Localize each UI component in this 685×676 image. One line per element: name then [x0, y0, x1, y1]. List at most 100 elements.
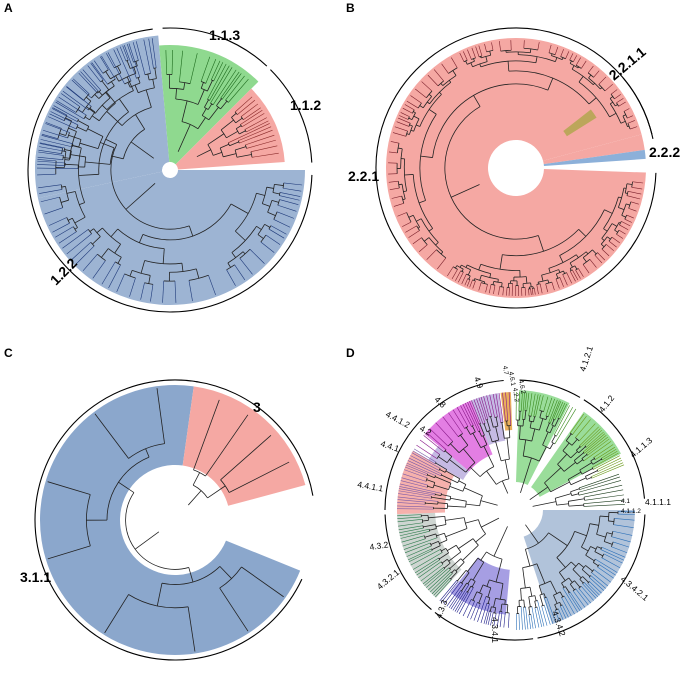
- tree-d-magenta-tip: [489, 394, 495, 418]
- tree-d-magenta-tip: [435, 422, 454, 442]
- tree-d-magenta-arc: [447, 441, 454, 447]
- tree-d-blue-tip: [578, 588, 592, 604]
- tree-b-stem: [601, 238, 605, 241]
- tree-b-stem: [428, 94, 432, 97]
- tree-d-blue-tip: [587, 583, 600, 596]
- tree-d-blue-tip: [595, 558, 618, 573]
- tree-d-magenta-tip: [452, 409, 465, 429]
- tree-a-blue2-tip: [45, 123, 70, 133]
- tree-d-purple-stem: [471, 581, 476, 587]
- panel-d-label-441: 4.4.1: [379, 438, 400, 453]
- tree-d-magenta-tip: [492, 393, 498, 417]
- tree-b-tip: [389, 187, 400, 191]
- tree-d-green2-stem: [544, 467, 562, 484]
- tree-d-grey-stem: [441, 548, 447, 552]
- tree-b-stem: [541, 275, 544, 282]
- tree-a-blue2-tip: [116, 47, 132, 82]
- tree-b-tip: [398, 117, 411, 124]
- tree-b-arc: [582, 259, 591, 265]
- tree-d-purple-arc: [466, 591, 469, 593]
- tree-a-blue-tip: [38, 184, 62, 189]
- tree-d-magenta-tip: [505, 392, 509, 421]
- tree-d-purple-tip: [477, 596, 487, 622]
- tree-d-grey-tip: [407, 548, 432, 561]
- tree-b-tip: [461, 274, 467, 285]
- tree-d-grey-tip: [397, 518, 423, 523]
- tree-d-green2-stem: [571, 438, 578, 446]
- tree-a-blue2-stem: [68, 134, 82, 140]
- tree-a-blue-tip: [87, 65, 101, 83]
- tree-d-green2-stem: [570, 451, 578, 459]
- tree-d-magenta-stem: [483, 423, 488, 432]
- panel-c-letter: C: [4, 346, 13, 360]
- tree-a-blue-stem: [101, 248, 109, 258]
- tree-a-blue-arc: [66, 217, 70, 224]
- tree-d-green2-stem: [586, 477, 592, 480]
- tree-d-blue-stem: [536, 563, 546, 584]
- tree-b-stem: [569, 262, 573, 268]
- panel-d-label-422: 4.2.2: [511, 387, 520, 403]
- tree-b-tip: [441, 63, 449, 74]
- tree-a-blue-tip: [226, 269, 236, 286]
- tree-a-blue2-stem: [63, 157, 71, 159]
- tree-c-blue-stem: [118, 481, 135, 493]
- tree-c-blue-stem: [134, 531, 160, 550]
- tree-d-blue-stem: [548, 532, 568, 546]
- tree-d-green2-stem: [576, 446, 581, 451]
- tree-a-blue-tip: [72, 78, 90, 95]
- tree-b-stem: [439, 92, 442, 95]
- tree-a-blue-stem: [92, 236, 101, 245]
- tree-b-stem: [571, 65, 575, 70]
- tree-b-tip: [608, 240, 617, 248]
- tree-d-pink-tip: [405, 464, 428, 475]
- tree-a-blue-tip: [44, 207, 63, 215]
- tree-c-red-tip: [193, 399, 220, 470]
- tree-b-tip: [458, 272, 464, 283]
- tree-d-green2-stem: [563, 461, 576, 472]
- tree-b-stem: [479, 63, 482, 67]
- tree-b-tip: [502, 287, 504, 296]
- tree-d-blue-tip: [572, 590, 586, 608]
- tree-d-grey-tip: [424, 568, 445, 586]
- tree-d-grey-stem: [429, 528, 437, 531]
- tree-d-grey-stem: [481, 517, 500, 528]
- tree-d-blue-tip: [583, 582, 599, 597]
- tree-d-grey-tip: [398, 522, 423, 527]
- tree-d-blue-tip: [600, 549, 625, 561]
- tree-b-stem: [547, 77, 554, 91]
- tree-d-blue-stem: [596, 534, 606, 538]
- tree-b-stem: [409, 124, 413, 127]
- tree-d-pink-tip: [399, 483, 442, 494]
- tree-d-magenta-tip: [498, 393, 504, 423]
- tree-a-green-stem: [208, 107, 219, 121]
- tree-d-purple-stem: [480, 551, 487, 561]
- tree-b-tip: [388, 151, 398, 154]
- tree-d-blue-stem: [578, 562, 585, 568]
- tree-d-green-arc: [542, 444, 551, 450]
- panel-a-label-112: 1.1.2: [290, 97, 321, 113]
- tree-d-pink-stem: [445, 470, 460, 480]
- tree-a-blue-tip: [93, 60, 104, 74]
- tree-d-magenta-arc: [436, 454, 441, 459]
- tree-d-green-stem: [542, 431, 549, 446]
- ring-d-4121: [519, 379, 581, 398]
- tree-b-arc: [631, 181, 633, 188]
- tree-b-stem: [420, 155, 433, 158]
- panel-d-label-412: 4.1.2: [597, 393, 617, 414]
- tree-b-tip: [499, 41, 501, 52]
- ring-d-48: [408, 379, 504, 436]
- tree-a-blue2-stem: [127, 82, 131, 88]
- tree-c-red-tip: [205, 414, 249, 477]
- tree-d-grey-tip: [435, 579, 452, 598]
- tree-d-purple-tip: [448, 590, 462, 609]
- tree-c-blue-tip: [94, 413, 129, 459]
- tree-b-arc: [614, 222, 620, 231]
- tree-a-blue-tip: [90, 63, 104, 81]
- tree-d-green2-stem: [529, 486, 549, 501]
- tree-a-blue-tip: [40, 196, 60, 203]
- tree-d-dark-stem: [570, 488, 580, 493]
- tree-a-red-stem: [223, 153, 237, 158]
- clade-113-bg: [159, 45, 259, 165]
- tree-d-purple-tip: [452, 584, 470, 611]
- tree-a-blue-arc: [97, 253, 106, 261]
